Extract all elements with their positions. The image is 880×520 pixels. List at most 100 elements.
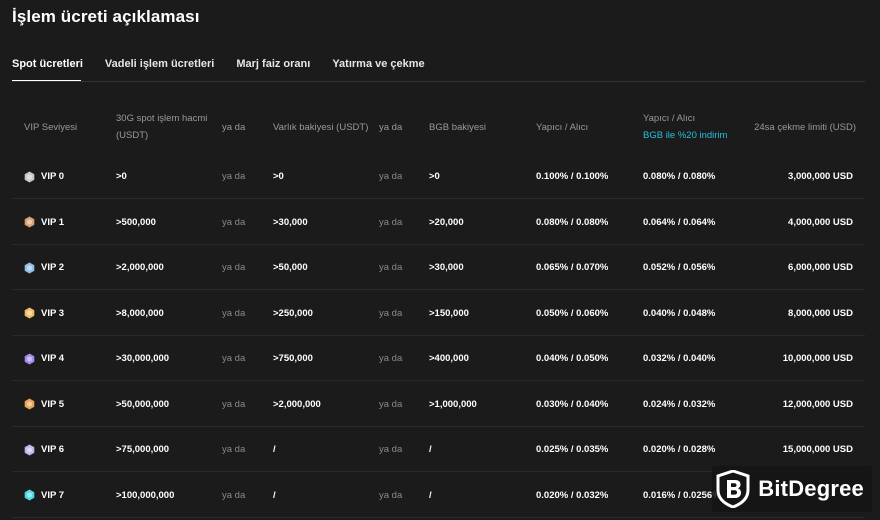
volume-cell: >50,000,000	[116, 398, 170, 410]
vip-level-cell: VIP 6	[24, 427, 64, 472]
maker-taker-cell: 0.020% / 0.032%	[536, 489, 609, 501]
maker-taker-bgb-cell: 0.032% / 0.040%	[643, 353, 716, 364]
vip-badge-icon	[24, 216, 35, 228]
or-separator: ya da	[379, 216, 403, 228]
bgb-balance-cell: >150,000	[429, 307, 469, 319]
or-separator: ya da	[222, 171, 246, 182]
maker-taker-cell: 0.040% / 0.050%	[536, 353, 609, 364]
volume-cell: >100,000,000	[116, 489, 175, 501]
vip-level-label: VIP 0	[41, 171, 65, 182]
vip-level-cell: VIP 2	[24, 245, 64, 290]
bgb-balance-cell: >0	[429, 171, 440, 182]
bitdegree-shield-logo-icon	[716, 470, 750, 508]
tab-deposit-withdraw[interactable]: Yatırma ve çekme	[332, 58, 425, 70]
table-row: VIP 5 >50,000,000 ya da >2,000,000 ya da >1,0…	[12, 382, 865, 427]
table-row: VIP 7 >100,000,000 ya da / ya da / 0.020% / 0.…	[12, 473, 865, 518]
vip-badge-icon	[24, 353, 35, 364]
volume-cell: >8,000,000	[116, 307, 164, 319]
withdraw-limit-cell: 6,000,000 USD	[788, 262, 853, 273]
or-separator: ya da	[379, 171, 403, 182]
or-separator: ya da	[222, 216, 246, 228]
asset-balance-cell: /	[273, 444, 276, 455]
withdraw-limit-cell: 8,000,000 USD	[788, 307, 853, 319]
vip-level-label: VIP 3	[41, 307, 65, 319]
or-separator: ya da	[222, 262, 246, 273]
vip-level-label: VIP 6	[41, 444, 65, 455]
bgb-balance-cell: >1,000,000	[429, 398, 477, 410]
vip-level-cell: VIP 7	[24, 473, 64, 518]
vip-level-label: VIP 1	[41, 216, 65, 228]
table-header: VIP Seviyesi 30G spot işlem hacmi (USDT)…	[0, 110, 880, 146]
header-vip-level: VIP Seviyesi	[24, 122, 78, 133]
volume-cell: >500,000	[116, 216, 156, 228]
header-or-2: ya da	[379, 122, 403, 133]
maker-taker-bgb-cell: 0.052% / 0.056%	[643, 262, 716, 273]
vip-badge-icon	[24, 398, 35, 410]
or-separator: ya da	[379, 307, 403, 319]
maker-taker-cell: 0.050% / 0.060%	[536, 307, 609, 319]
or-separator: ya da	[379, 262, 403, 273]
tab-margin-interest[interactable]: Marj faiz oranı	[236, 58, 311, 70]
vip-badge-icon	[24, 171, 35, 182]
header-bgb-balance: BGB bakiyesi	[429, 122, 487, 133]
watermark-text: BitDegree	[758, 476, 864, 501]
vip-level-cell: VIP 1	[24, 200, 64, 245]
vip-level-label: VIP 7	[41, 489, 65, 501]
maker-taker-bgb-cell: 0.080% / 0.080%	[643, 171, 716, 182]
bgb-balance-cell: >30,000	[429, 262, 464, 273]
table-row: VIP 2 >2,000,000 ya da >50,000 ya da >30,000 0…	[12, 245, 865, 290]
maker-taker-bgb-cell: 0.040% / 0.048%	[643, 307, 716, 319]
or-separator: ya da	[379, 444, 403, 455]
tab-futures-fees[interactable]: Vadeli işlem ücretleri	[104, 58, 215, 70]
asset-balance-cell: /	[273, 489, 276, 501]
table-row: VIP 4 >30,000,000 ya da >750,000 ya da >400,0…	[12, 336, 865, 381]
maker-taker-bgb-cell: 0.064% / 0.064%	[643, 216, 716, 228]
or-separator: ya da	[222, 444, 246, 455]
volume-cell: >2,000,000	[116, 262, 164, 273]
asset-balance-cell: >30,000	[273, 216, 308, 228]
bgb-discount-note: BGB ile %20 indirim	[643, 130, 728, 141]
withdraw-limit-cell: 3,000,000 USD	[788, 171, 853, 182]
vip-badge-icon	[24, 444, 35, 455]
or-separator: ya da	[222, 307, 246, 319]
maker-taker-bgb-cell: 0.020% / 0.028%	[643, 444, 716, 455]
withdraw-limit-cell: 15,000,000 USD	[782, 444, 853, 455]
bgb-balance-cell: /	[429, 444, 432, 455]
header-asset-balance: Varlık bakiyesi (USDT)	[273, 122, 369, 133]
bgb-balance-cell: /	[429, 489, 432, 501]
maker-taker-cell: 0.080% / 0.080%	[536, 216, 609, 228]
vip-level-cell: VIP 4	[24, 336, 64, 381]
maker-taker-cell: 0.025% / 0.035%	[536, 444, 609, 455]
header-maker-taker-bgb: Yapıcı / Alıcı BGB ile %20 indirim	[643, 110, 727, 144]
asset-balance-cell: >0	[273, 171, 284, 182]
vip-badge-icon	[24, 262, 35, 273]
vip-level-cell: VIP 0	[24, 154, 64, 199]
vip-level-cell: VIP 5	[24, 382, 64, 427]
fee-tabs: Spot ücretleri Vadeli işlem ücretleri Ma…	[12, 58, 447, 70]
asset-balance-cell: >250,000	[273, 307, 313, 319]
bitdegree-watermark: BitDegree	[712, 466, 872, 512]
asset-balance-cell: >50,000	[273, 262, 308, 273]
withdraw-limit-cell: 4,000,000 USD	[788, 216, 853, 228]
maker-taker-cell: 0.065% / 0.070%	[536, 262, 609, 273]
tab-spot-fees[interactable]: Spot ücretleri	[12, 58, 83, 70]
table-row: VIP 3 >8,000,000 ya da >250,000 ya da >150,00…	[12, 291, 865, 336]
withdraw-limit-cell: 10,000,000 USD	[782, 353, 853, 364]
header-volume: 30G spot işlem hacmi (USDT)	[116, 113, 208, 141]
or-separator: ya da	[222, 353, 246, 364]
volume-cell: >0	[116, 171, 127, 182]
table-row: VIP 6 >75,000,000 ya da / ya da / 0.025% / 0.0…	[12, 427, 865, 472]
asset-balance-cell: >750,000	[273, 353, 313, 364]
table-row: VIP 1 >500,000 ya da >30,000 ya da >20,000 0.0…	[12, 200, 865, 245]
bgb-balance-cell: >20,000	[429, 216, 464, 228]
volume-cell: >30,000,000	[116, 353, 170, 364]
withdraw-limit-cell: 12,000,000 USD	[782, 398, 853, 410]
vip-level-cell: VIP 3	[24, 291, 64, 336]
maker-taker-cell: 0.030% / 0.040%	[536, 398, 609, 410]
page-title: İşlem ücreti açıklaması	[12, 7, 200, 26]
bgb-balance-cell: >400,000	[429, 353, 469, 364]
vip-badge-icon	[24, 489, 35, 501]
header-withdraw-limit: 24sa çekme limiti (USD)	[754, 122, 856, 133]
asset-balance-cell: >2,000,000	[273, 398, 321, 410]
vip-level-label: VIP 2	[41, 262, 65, 273]
